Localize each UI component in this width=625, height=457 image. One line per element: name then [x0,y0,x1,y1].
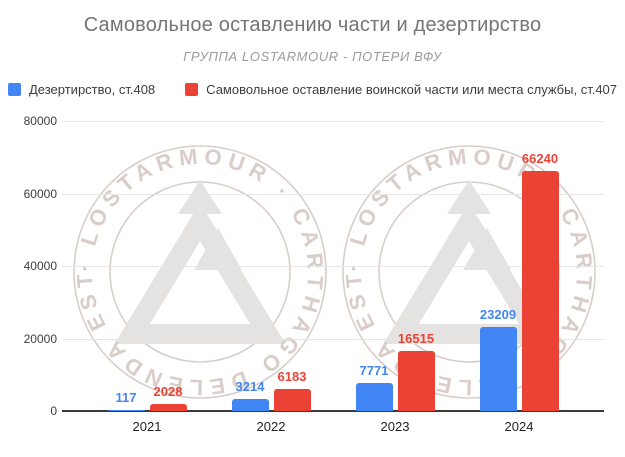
bar-2021-series1[interactable] [149,403,187,411]
gridline [62,266,604,267]
legend-item-series0[interactable]: Дезертирство, ст.408 [7,82,156,97]
legend: Дезертирство, ст.408 Самовольное оставлен… [0,82,625,97]
bar-2024-series1[interactable] [521,170,559,411]
value-label: 66240 [521,150,559,166]
legend-item-series1[interactable]: Самовольное оставление воинской части ил… [185,82,617,97]
legend-label: Самовольное оставление воинской части ил… [206,82,618,97]
bar-2024-series0[interactable] [479,326,517,411]
bar-2022-series0[interactable] [231,399,269,411]
watermark-stamp: · LOSTARMOUR · CARTHAGO DELENDA EST [72,144,328,400]
y-tick-label: 0 [50,404,57,418]
bar-2022-series1[interactable] [273,388,311,411]
legend-swatch-icon [185,83,199,96]
value-label: 16515 [397,331,435,347]
value-label: 23209 [479,306,517,322]
x-axis-line [62,410,604,412]
watermark-logo-triangle-icon [114,180,286,344]
bar-2023-series0[interactable] [355,382,393,411]
watermark-stamp: · LOSTARMOUR · CARTHAGO DELENDA EST [341,144,597,400]
gridline [62,121,604,122]
bar-2023-series1[interactable] [397,351,435,411]
x-tick-label: 2024 [504,419,534,434]
watermark-logo-triangle-icon [383,180,555,344]
x-tick-label: 2023 [380,419,410,434]
value-label: 7771 [359,362,389,378]
x-tick-label: 2022 [256,419,286,434]
gridline [62,193,604,195]
bar-2021-series0[interactable] [107,410,145,411]
gridline [62,338,604,340]
value-label: 117 [115,390,137,406]
legend-label: Дезертирство, ст.408 [28,82,156,97]
value-label: 6183 [277,368,307,384]
y-tick-label: 40000 [23,259,57,273]
x-tick-label: 2021 [132,419,162,434]
y-tick-label: 60000 [23,186,57,201]
legend-swatch-icon [7,83,21,96]
value-label: 3214 [235,379,265,395]
y-tick-label: 80000 [23,114,57,128]
chart-subtitle: ГРУППА LOSTARMOUR - ПОТЕРИ ВФУ [183,49,442,64]
chart-title: Самовольное оставлению части и дезертирс… [83,14,542,36]
y-tick-label: 20000 [23,331,57,346]
value-label: 2028 [153,383,183,399]
